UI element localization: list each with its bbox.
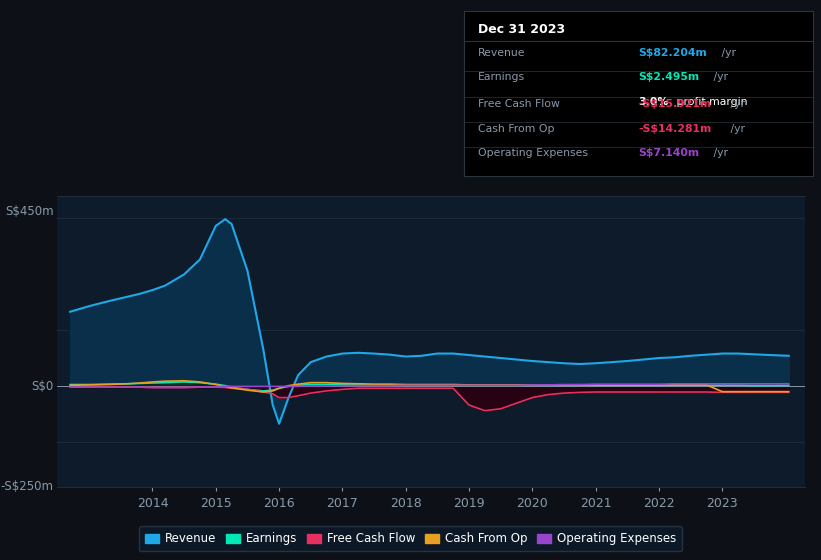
- Text: /yr: /yr: [709, 148, 727, 158]
- Text: S$450m: S$450m: [5, 206, 53, 218]
- Text: S$7.140m: S$7.140m: [639, 148, 699, 158]
- Text: -S$14.281m: -S$14.281m: [639, 124, 712, 133]
- Text: Earnings: Earnings: [478, 72, 525, 82]
- Text: -S$250m: -S$250m: [1, 480, 53, 493]
- Text: -S$15.921m: -S$15.921m: [639, 99, 712, 109]
- Text: Cash From Op: Cash From Op: [478, 124, 554, 133]
- Legend: Revenue, Earnings, Free Cash Flow, Cash From Op, Operating Expenses: Revenue, Earnings, Free Cash Flow, Cash …: [139, 526, 682, 551]
- Text: S$2.495m: S$2.495m: [639, 72, 699, 82]
- Text: profit margin: profit margin: [673, 97, 748, 107]
- Text: /yr: /yr: [727, 124, 745, 133]
- Text: S$0: S$0: [31, 380, 53, 393]
- Text: /yr: /yr: [718, 48, 736, 58]
- Text: S$82.204m: S$82.204m: [639, 48, 707, 58]
- Text: /yr: /yr: [709, 72, 727, 82]
- Text: 3.0%: 3.0%: [639, 97, 668, 107]
- Text: Revenue: Revenue: [478, 48, 525, 58]
- Text: Dec 31 2023: Dec 31 2023: [478, 23, 565, 36]
- Text: Operating Expenses: Operating Expenses: [478, 148, 588, 158]
- Text: Free Cash Flow: Free Cash Flow: [478, 99, 560, 109]
- Text: /yr: /yr: [727, 99, 745, 109]
